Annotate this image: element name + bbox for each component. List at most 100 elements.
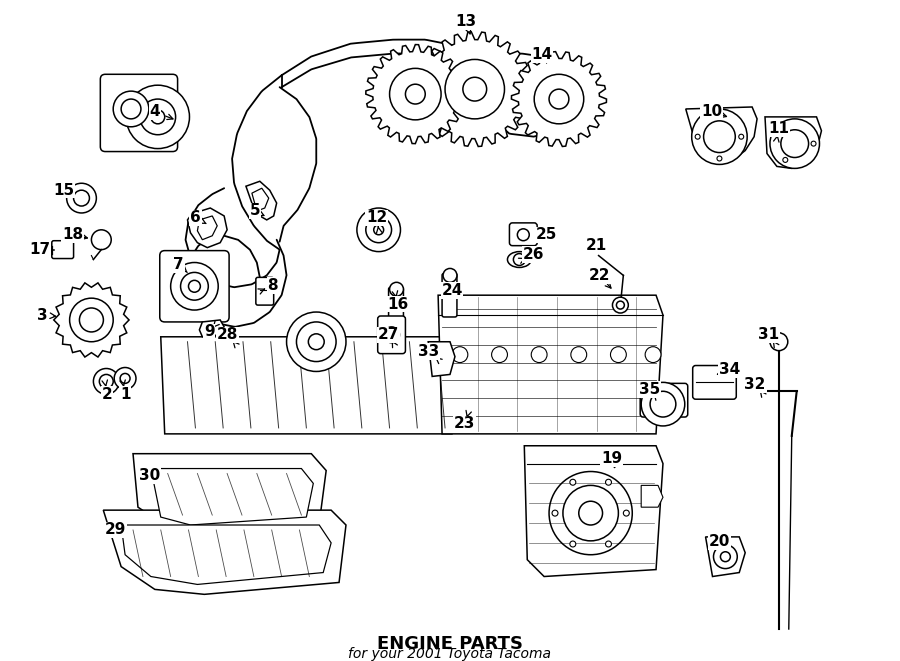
- Circle shape: [171, 262, 218, 310]
- Text: 31: 31: [759, 327, 779, 342]
- Circle shape: [126, 85, 190, 149]
- Circle shape: [79, 308, 104, 332]
- Circle shape: [811, 141, 816, 146]
- Circle shape: [452, 347, 468, 362]
- Polygon shape: [438, 295, 663, 434]
- Text: for your 2001 Toyota Tacoma: for your 2001 Toyota Tacoma: [348, 646, 552, 661]
- Circle shape: [714, 545, 737, 568]
- Polygon shape: [686, 107, 757, 163]
- Text: 6: 6: [190, 210, 201, 225]
- Polygon shape: [161, 337, 458, 434]
- Polygon shape: [122, 525, 331, 584]
- Circle shape: [120, 373, 130, 383]
- Text: 5: 5: [249, 204, 260, 219]
- Text: 27: 27: [378, 327, 400, 342]
- Text: 22: 22: [589, 268, 610, 283]
- Text: 19: 19: [601, 451, 622, 466]
- Circle shape: [695, 134, 700, 139]
- Polygon shape: [252, 188, 269, 211]
- Text: 11: 11: [769, 121, 789, 136]
- Text: 17: 17: [30, 242, 50, 257]
- Circle shape: [513, 254, 526, 266]
- Text: 18: 18: [62, 227, 83, 243]
- FancyBboxPatch shape: [100, 74, 177, 151]
- Polygon shape: [365, 44, 465, 143]
- Circle shape: [770, 333, 788, 351]
- Text: 35: 35: [640, 382, 661, 397]
- Text: 3: 3: [37, 307, 47, 323]
- Text: 8: 8: [267, 278, 278, 293]
- Text: ENGINE PARTS: ENGINE PARTS: [377, 635, 523, 653]
- Text: 34: 34: [719, 362, 740, 377]
- Circle shape: [518, 229, 529, 241]
- Circle shape: [641, 382, 685, 426]
- Circle shape: [405, 84, 425, 104]
- Circle shape: [92, 230, 112, 250]
- Polygon shape: [706, 537, 745, 576]
- Circle shape: [151, 110, 165, 124]
- Circle shape: [309, 334, 324, 350]
- Polygon shape: [104, 510, 346, 594]
- Circle shape: [99, 374, 113, 388]
- FancyBboxPatch shape: [693, 366, 736, 399]
- Text: 26: 26: [523, 247, 544, 262]
- Text: 33: 33: [418, 344, 439, 359]
- Circle shape: [491, 347, 508, 362]
- Text: 1: 1: [120, 387, 130, 402]
- Polygon shape: [246, 181, 276, 220]
- Circle shape: [445, 59, 505, 119]
- Circle shape: [535, 74, 584, 124]
- Polygon shape: [200, 320, 224, 337]
- FancyBboxPatch shape: [442, 274, 457, 317]
- Circle shape: [74, 190, 89, 206]
- Text: 4: 4: [149, 104, 160, 120]
- FancyBboxPatch shape: [256, 278, 274, 305]
- Circle shape: [374, 225, 383, 235]
- Text: 25: 25: [536, 227, 557, 243]
- Circle shape: [781, 130, 808, 157]
- Circle shape: [114, 368, 136, 389]
- Circle shape: [67, 183, 96, 213]
- Circle shape: [549, 89, 569, 109]
- Circle shape: [562, 485, 618, 541]
- Text: 16: 16: [387, 297, 408, 311]
- Circle shape: [365, 217, 392, 243]
- Circle shape: [549, 471, 633, 555]
- Polygon shape: [151, 469, 313, 525]
- Polygon shape: [641, 485, 663, 507]
- Text: 30: 30: [140, 468, 160, 483]
- Circle shape: [606, 541, 611, 547]
- Circle shape: [624, 510, 629, 516]
- Polygon shape: [418, 32, 532, 147]
- Text: 12: 12: [366, 210, 387, 225]
- Text: 13: 13: [455, 15, 476, 29]
- Circle shape: [443, 268, 457, 282]
- Circle shape: [571, 347, 587, 362]
- Circle shape: [296, 322, 336, 362]
- Text: 29: 29: [104, 522, 126, 537]
- FancyBboxPatch shape: [640, 383, 688, 417]
- Circle shape: [113, 91, 148, 127]
- Circle shape: [69, 298, 113, 342]
- Text: 14: 14: [532, 47, 553, 62]
- Text: 7: 7: [174, 257, 184, 272]
- Text: 9: 9: [204, 325, 214, 339]
- FancyBboxPatch shape: [160, 251, 230, 322]
- Text: 10: 10: [701, 104, 722, 120]
- Circle shape: [739, 134, 743, 139]
- Polygon shape: [428, 342, 455, 376]
- Circle shape: [717, 156, 722, 161]
- Circle shape: [645, 347, 661, 362]
- Circle shape: [188, 280, 201, 292]
- Circle shape: [531, 347, 547, 362]
- Ellipse shape: [508, 252, 531, 268]
- Circle shape: [720, 552, 730, 562]
- Circle shape: [783, 125, 788, 130]
- Circle shape: [390, 68, 441, 120]
- Polygon shape: [197, 216, 217, 240]
- Text: 15: 15: [53, 182, 74, 198]
- Circle shape: [383, 327, 400, 343]
- Circle shape: [357, 208, 400, 252]
- Text: 21: 21: [586, 238, 608, 253]
- Circle shape: [606, 479, 611, 485]
